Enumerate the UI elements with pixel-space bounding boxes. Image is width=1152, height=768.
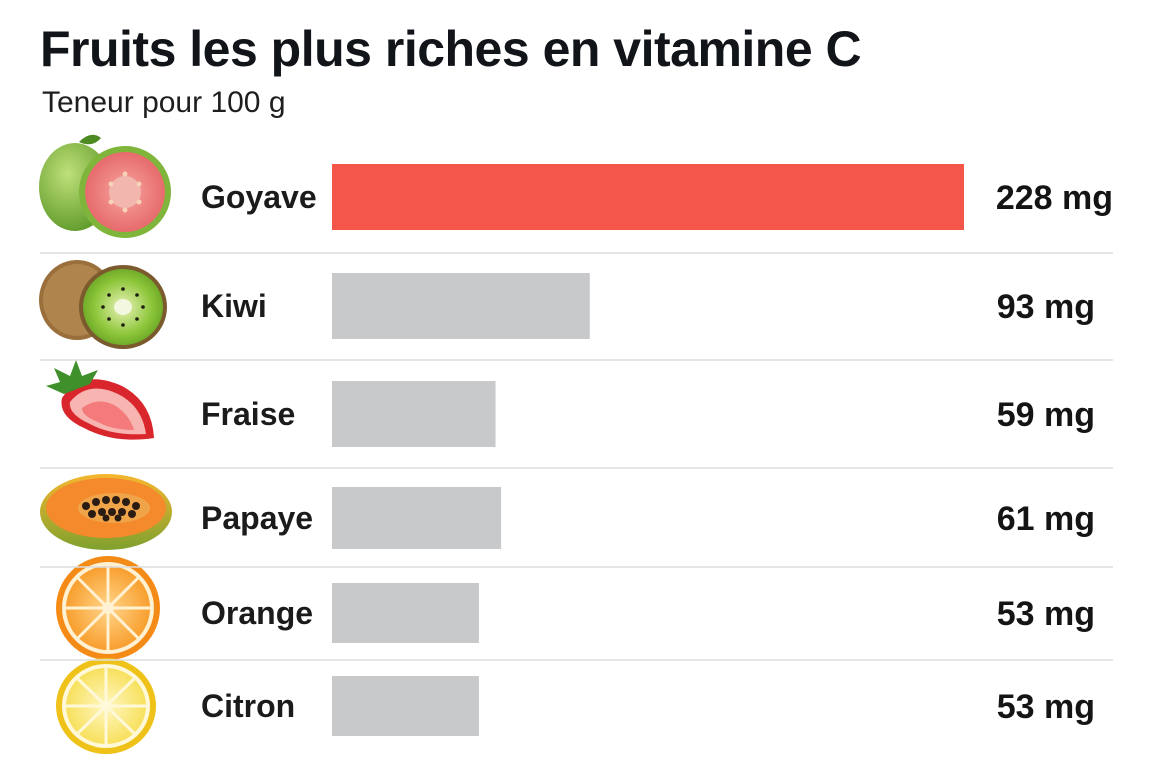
value-label-citron: 53 mg <box>997 688 1095 726</box>
fruit-label-kiwi: Kiwi <box>201 288 267 324</box>
kiwi-icon <box>39 260 167 349</box>
chart-title: Fruits les plus riches en vitamine C <box>40 21 862 77</box>
bar-fraise <box>332 381 496 447</box>
value-label-papaye: 61 mg <box>997 500 1095 538</box>
bar-papaye <box>332 487 502 549</box>
fruit-label-citron: Citron <box>201 688 295 724</box>
lemon-icon <box>56 658 156 754</box>
value-label-fraise: 59 mg <box>997 396 1095 434</box>
fruit-label-fraise: Fraise <box>201 396 295 432</box>
fruit-label-goyave: Goyave <box>201 179 317 215</box>
bar-goyave <box>332 164 964 230</box>
bar-orange <box>332 583 479 643</box>
strawberry-icon <box>46 360 154 440</box>
guava-icon <box>39 134 171 238</box>
bar-citron <box>332 676 479 736</box>
value-label-kiwi: 93 mg <box>997 288 1095 326</box>
fruit-label-orange: Orange <box>201 595 313 631</box>
orange-icon <box>56 556 160 660</box>
bar-kiwi <box>332 273 590 339</box>
papaya-icon <box>40 474 172 550</box>
value-label-orange: 53 mg <box>997 595 1095 633</box>
fruit-label-papaye: Papaye <box>201 500 313 536</box>
value-label-goyave: 228 mg <box>996 179 1113 217</box>
chart-subtitle: Teneur pour 100 g <box>42 86 286 119</box>
